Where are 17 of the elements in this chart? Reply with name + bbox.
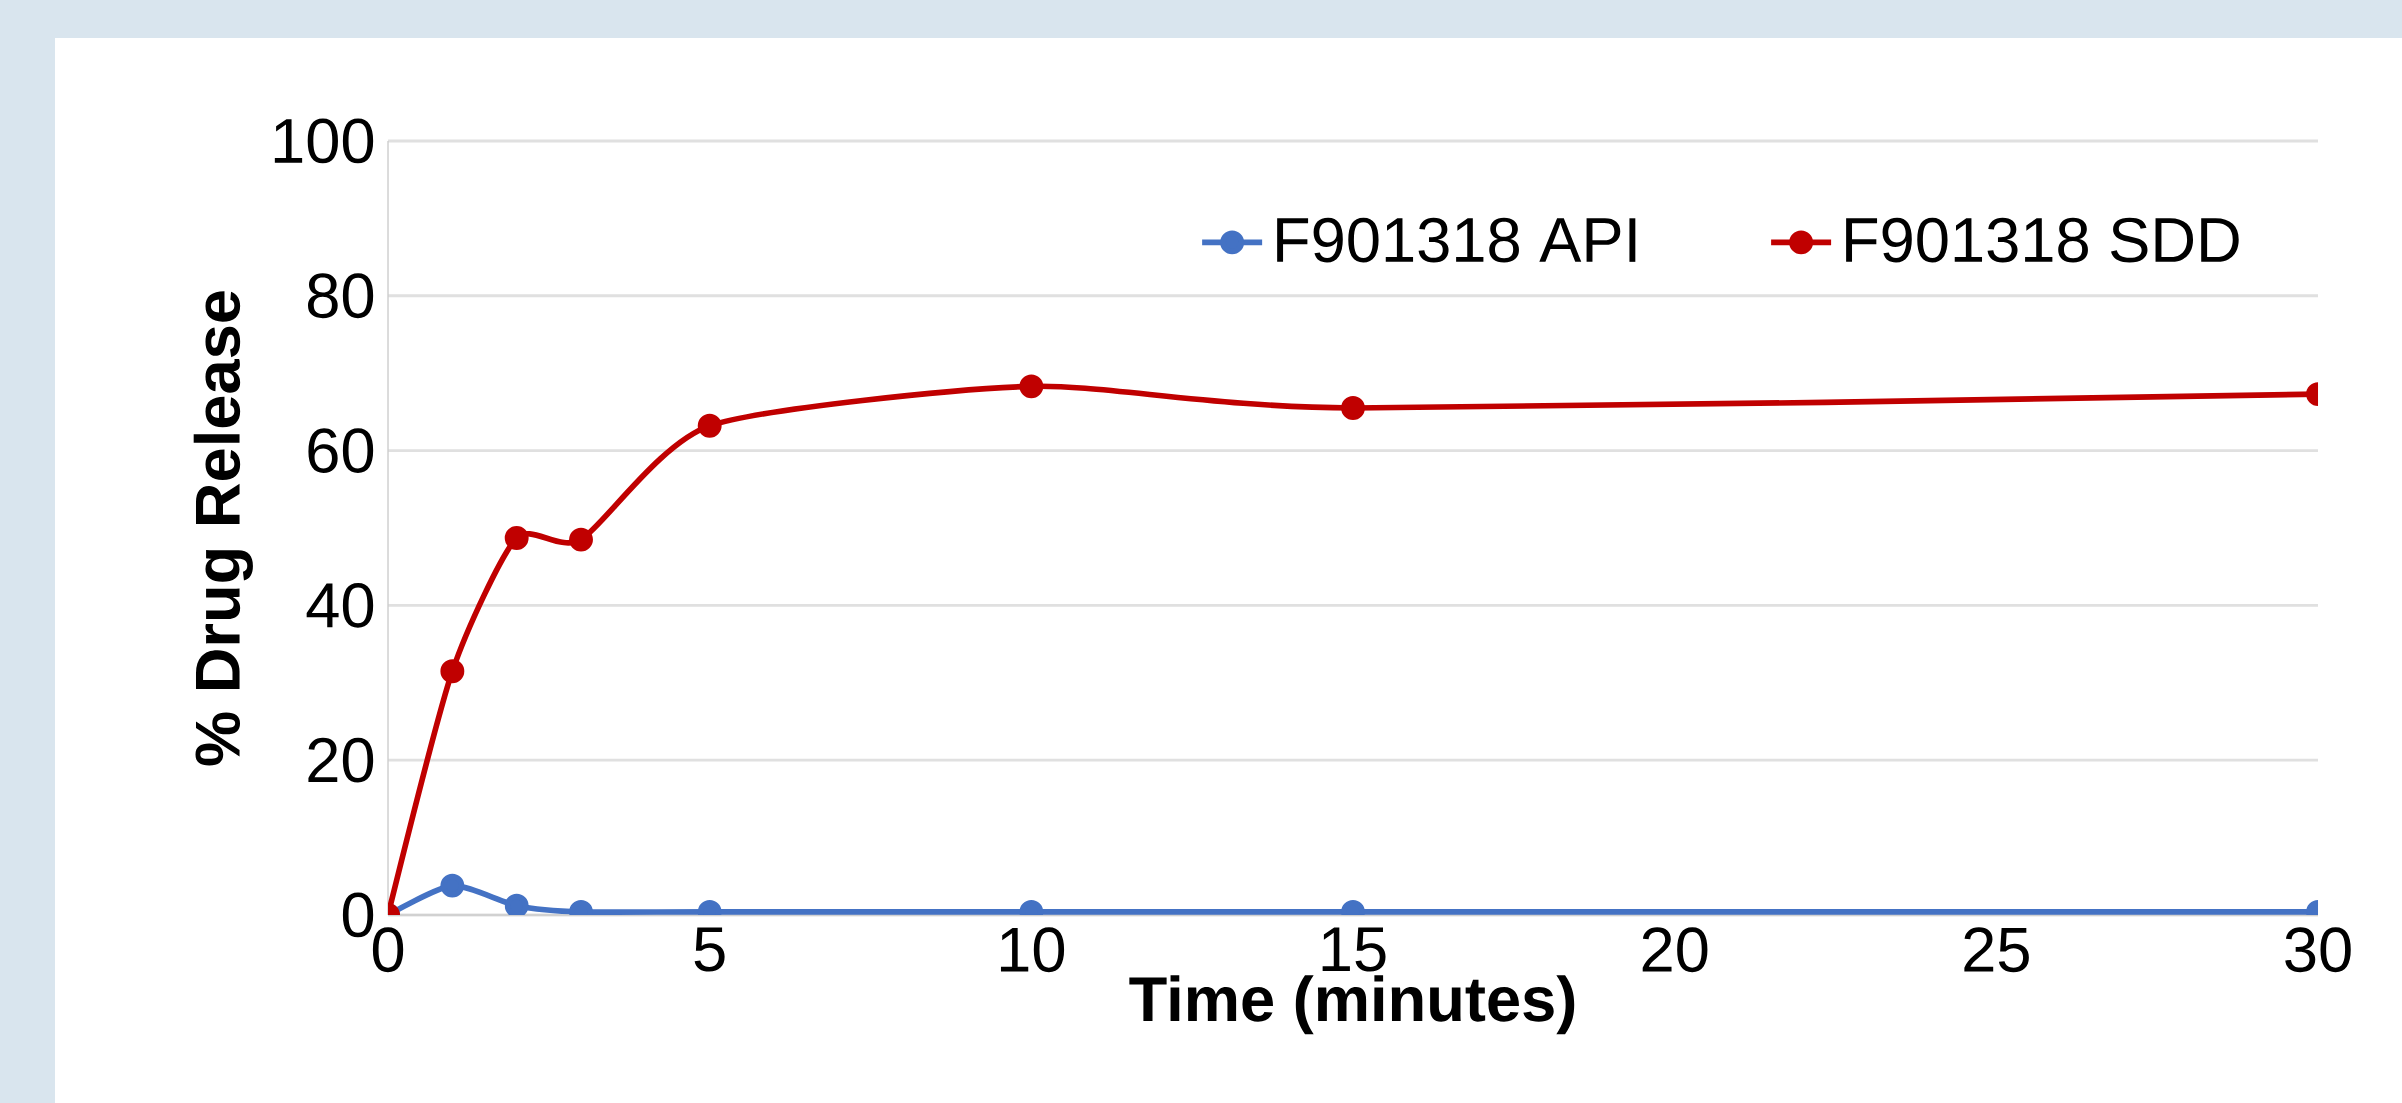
- y-axis-title: % Drug Release: [193, 291, 253, 766]
- x-tick-label: 20: [1642, 927, 1708, 973]
- x-axis-title: Time (minutes): [1129, 975, 1575, 1035]
- x-tick-label: 0: [372, 927, 404, 973]
- x-tick-label: 5: [694, 927, 725, 972]
- x-tick-label: 10: [1000, 927, 1065, 973]
- y-tick-label: 60: [308, 428, 374, 473]
- legend-label: F901318 SDD: [1846, 217, 2239, 263]
- y-tick-label: 20: [308, 737, 374, 783]
- x-tick-label: 30: [2285, 927, 2351, 973]
- legend-label: F901318 API: [1277, 217, 1636, 263]
- y-tick-label: 100: [274, 118, 374, 164]
- y-tick-label: 40: [306, 582, 374, 628]
- y-tick-label: 80: [307, 273, 374, 319]
- y-tick-label: 0: [342, 892, 374, 938]
- x-tick-label: 15: [1322, 927, 1386, 972]
- x-tick-label: 25: [1964, 927, 2029, 973]
